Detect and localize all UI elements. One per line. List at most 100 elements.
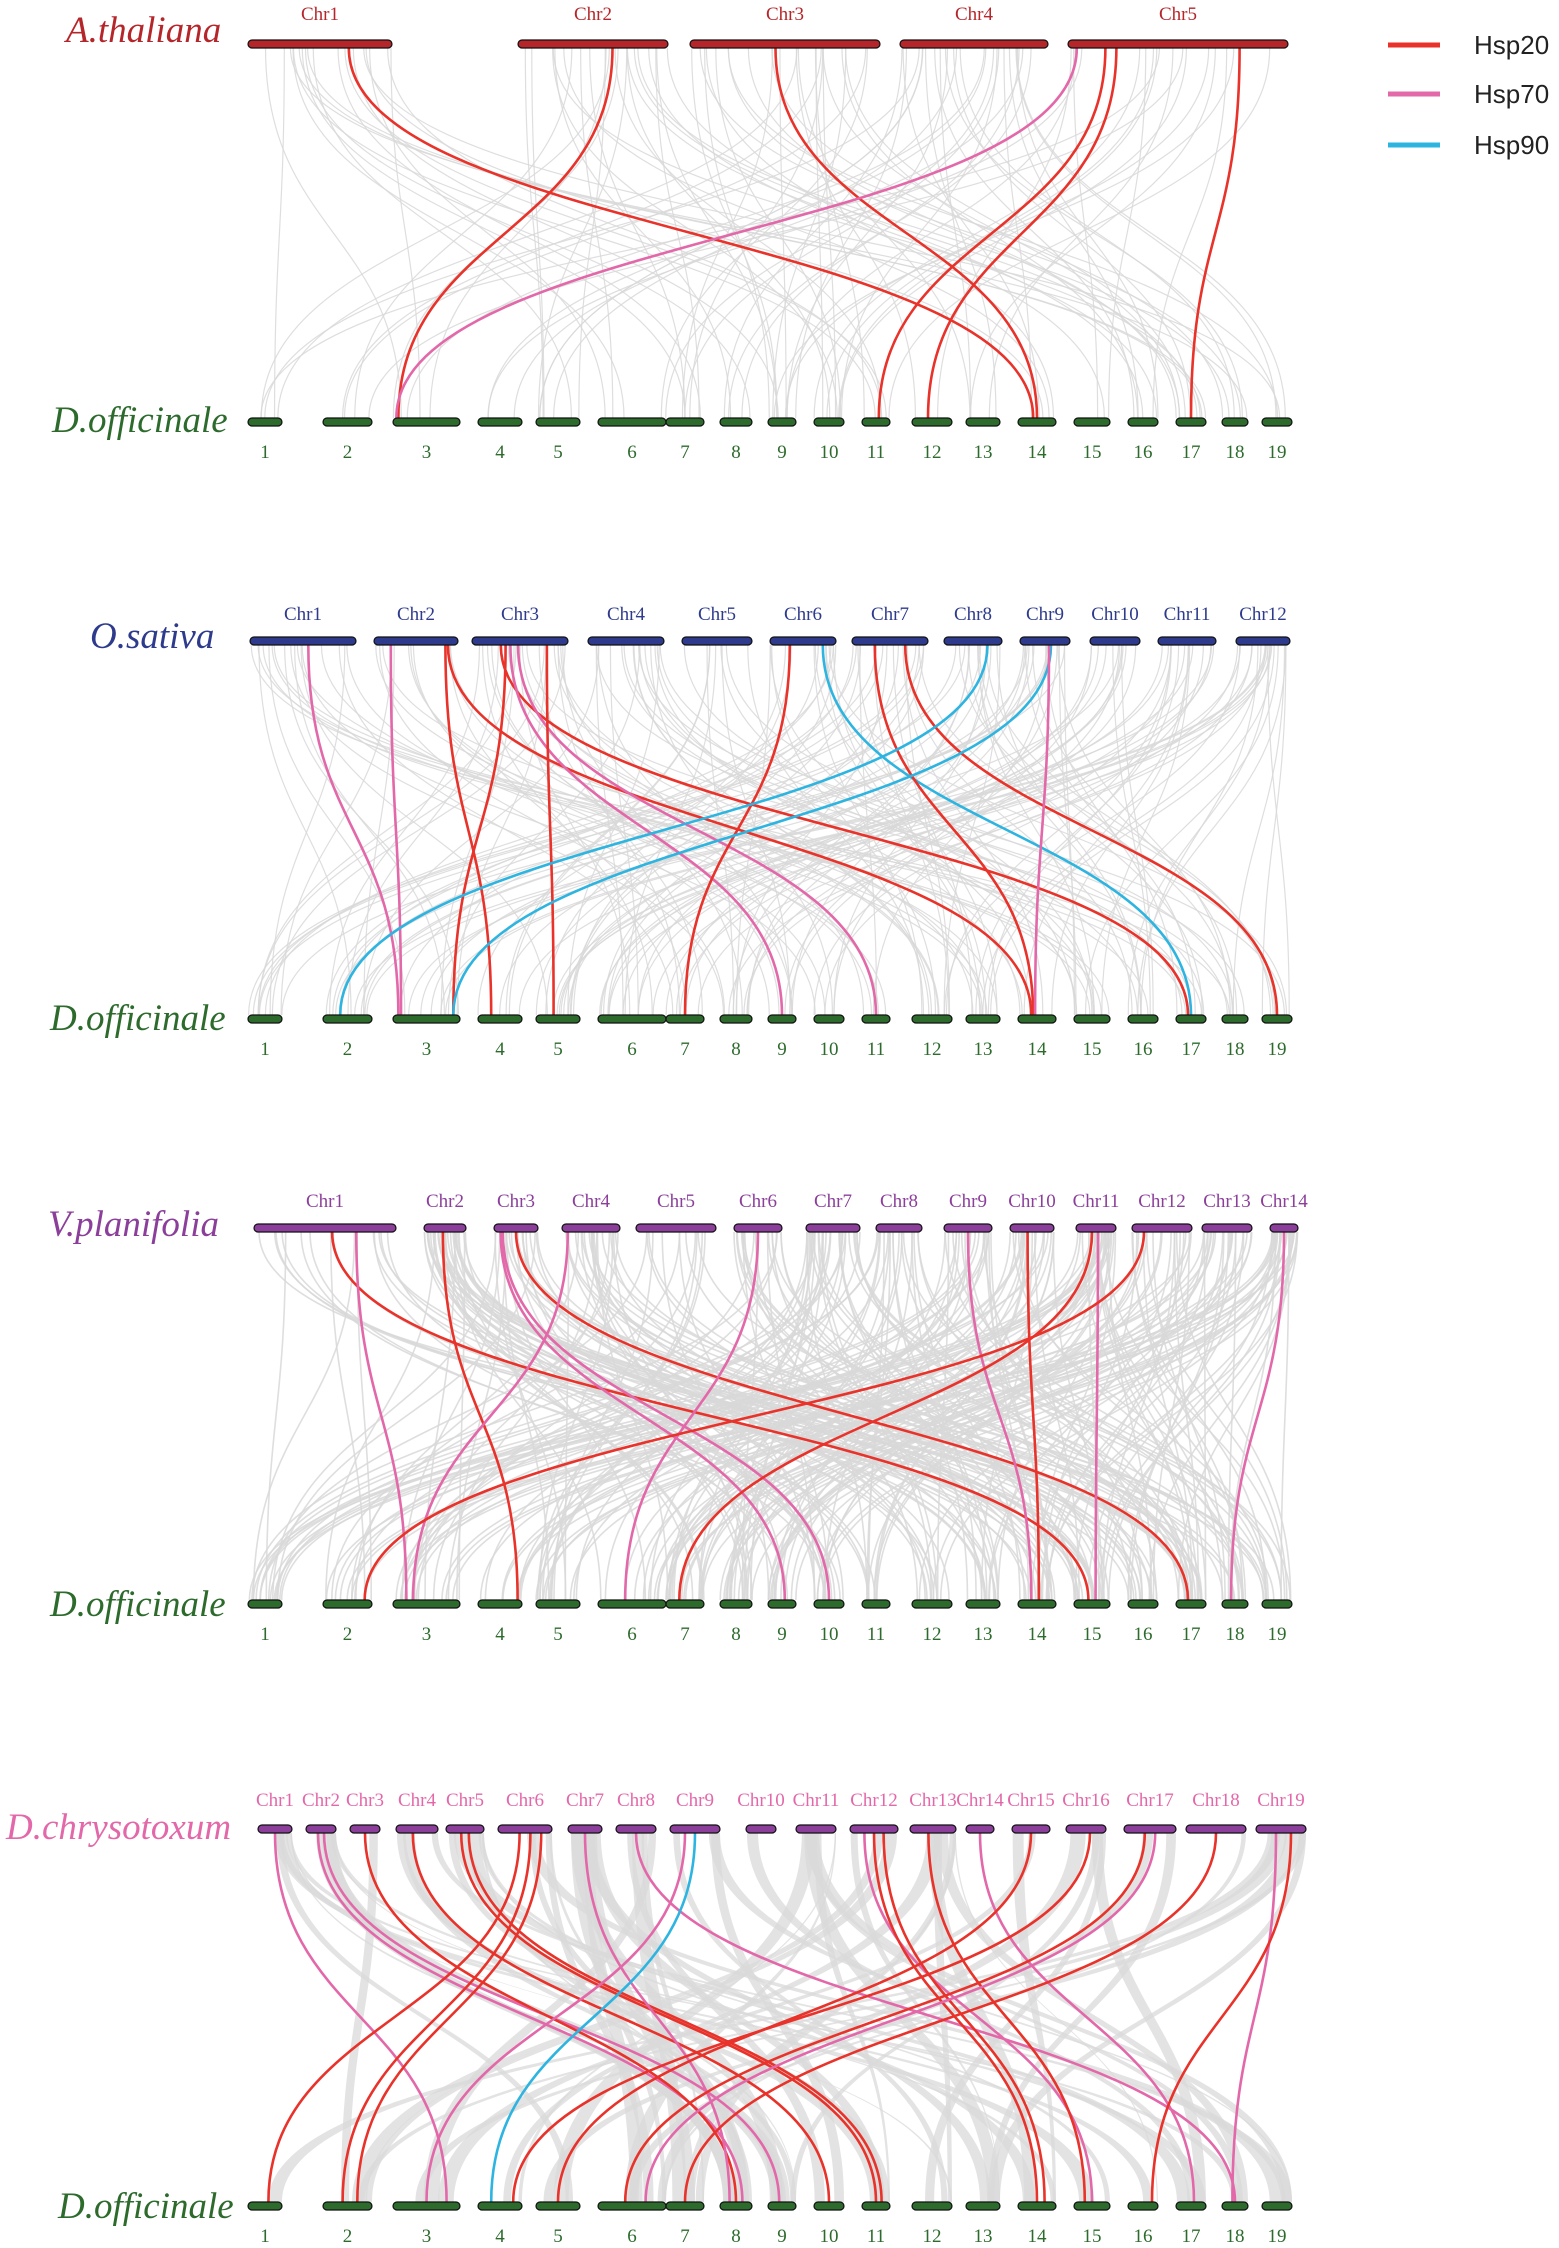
background-link — [563, 644, 1035, 1016]
link-hsp20 — [511, 1832, 1092, 2203]
bottom-chromosome-bar — [767, 1014, 797, 1024]
background-link — [280, 644, 393, 1016]
background-link — [529, 1833, 748, 2202]
background-link — [430, 644, 1028, 1016]
background-link — [768, 1231, 1107, 1601]
top-chromosome-bar — [669, 1824, 721, 1834]
bottom-chromosome-label: 12 — [923, 442, 942, 463]
top-chromosome-bar — [249, 636, 357, 646]
background-link — [401, 1231, 501, 1601]
link-hsp20 — [452, 644, 507, 1016]
background-link — [379, 644, 726, 1016]
background-link — [562, 644, 743, 1016]
background-link — [813, 644, 1172, 1016]
background-link — [990, 1231, 1048, 1601]
background-link — [334, 1833, 1056, 2202]
link-hsp20 — [267, 1832, 521, 2203]
bottom-chromosome-label: 16 — [1134, 2226, 1153, 2247]
bottom-chromosome-bar — [1073, 2201, 1111, 2211]
background-link — [816, 1231, 1281, 1601]
background-link — [1121, 644, 1154, 1016]
top-chromosome-bar — [1011, 1824, 1051, 1834]
background-link — [791, 644, 992, 1016]
panel-vplanifolia: Chr1 Chr2 Chr3 Chr4 Chr5 Chr6 Chr7 Chr8 Chr9 Chr1… — [48, 1191, 1308, 1645]
background-link — [264, 47, 402, 419]
top-chromosome-label: Chr14 — [1260, 1191, 1308, 1212]
top-chromosome-bar — [257, 1824, 293, 1834]
background-link — [403, 1231, 1248, 1601]
bottom-chromosome-bar — [1073, 1014, 1111, 1024]
bottom-chromosome-bar — [965, 417, 1001, 427]
top-chromosome-label: Chr3 — [497, 1191, 535, 1212]
highlight-links — [330, 1231, 1286, 1601]
bottom-chromosome-bar — [392, 1599, 461, 1609]
bottom-chromosome-bar — [665, 2201, 705, 2211]
background-link — [284, 644, 460, 1016]
species-label-top: V.planifolia — [48, 1204, 219, 1245]
bottom-chromosome-label: 9 — [777, 442, 787, 463]
link-hsp20 — [330, 1231, 1090, 1601]
link-hsp20 — [882, 1832, 1046, 2203]
bottom-chromosome-bar — [535, 417, 581, 427]
top-chromosome-label: Chr1 — [306, 1191, 344, 1212]
top-chromosome-bar — [497, 1824, 553, 1834]
background-link — [429, 47, 607, 419]
background-link — [264, 47, 920, 419]
panel-osativa: Chr1 Chr2 Chr3 Chr4 Chr5 Chr6 Chr7 Chr8 Chr9 Chr1… — [49, 604, 1293, 1060]
background-link — [683, 1231, 1234, 1601]
top-chromosome-bar — [587, 636, 665, 646]
background-link — [1280, 1231, 1290, 1601]
background-link — [354, 47, 573, 419]
link-hsp20 — [774, 47, 1039, 419]
bottom-chromosome-label: 18 — [1226, 1624, 1245, 1645]
species-label-top: D.chrysotoxum — [5, 1807, 231, 1848]
link-hsp70 — [966, 1231, 1033, 1601]
background-link — [494, 1231, 567, 1601]
bottom-chromosome-bar — [597, 417, 667, 427]
link-hsp20 — [873, 644, 1035, 1016]
species-label-bottom: D.officinale — [49, 998, 226, 1039]
bottom-chromosome-label: 15 — [1083, 2226, 1102, 2247]
background-link — [960, 1231, 1190, 1601]
link-hsp70 — [411, 1231, 570, 1601]
bottom-chromosome-bar — [813, 1599, 845, 1609]
background-link — [1012, 1833, 1056, 2202]
background-link — [432, 1231, 697, 1601]
top-chromosome-bar — [943, 1223, 993, 1233]
bottom-chromosome-label: 7 — [680, 2226, 690, 2247]
background-link — [292, 47, 876, 419]
background-link — [822, 1231, 1299, 1601]
background-link — [364, 644, 1048, 1016]
background-link — [614, 47, 882, 419]
top-chromosome-label: Chr12 — [1138, 1191, 1186, 1212]
background-link — [269, 644, 346, 1016]
top-chromosome-bar — [615, 1824, 657, 1834]
top-chromosome-label: Chr5 — [698, 604, 736, 625]
bottom-chromosome-bar — [665, 1599, 705, 1609]
background-link — [341, 47, 822, 419]
background-link — [1091, 1833, 1206, 2202]
bottom-chromosome-bar — [1221, 2201, 1249, 2211]
top-chromosome-label: Chr2 — [397, 604, 435, 625]
background-link — [375, 644, 988, 1016]
background-link — [657, 1231, 1097, 1601]
background-link — [708, 1833, 1292, 2202]
bottom-chromosome-label: 12 — [923, 1624, 942, 1645]
background-link — [293, 644, 446, 1016]
background-link — [699, 1231, 1099, 1601]
top-chromosome-bar — [965, 1824, 995, 1834]
top-chromosome-label: Chr10 — [1091, 604, 1139, 625]
background-link — [780, 1231, 960, 1601]
top-chromosome-label: Chr11 — [1073, 1191, 1120, 1212]
background-link — [250, 644, 1187, 1016]
background-link — [652, 644, 1212, 1016]
bottom-chromosome-bar — [719, 1599, 753, 1609]
bottom-chromosome-label: 12 — [923, 1039, 942, 1060]
bottom-chromosome-bar — [1175, 1014, 1207, 1024]
bottom-chromosome-label: 6 — [627, 2226, 637, 2247]
background-link — [574, 1231, 1158, 1601]
background-link — [1132, 1231, 1244, 1601]
bottom-chromosome-label: 14 — [1028, 2226, 1048, 2247]
background-link — [806, 1833, 1243, 2202]
